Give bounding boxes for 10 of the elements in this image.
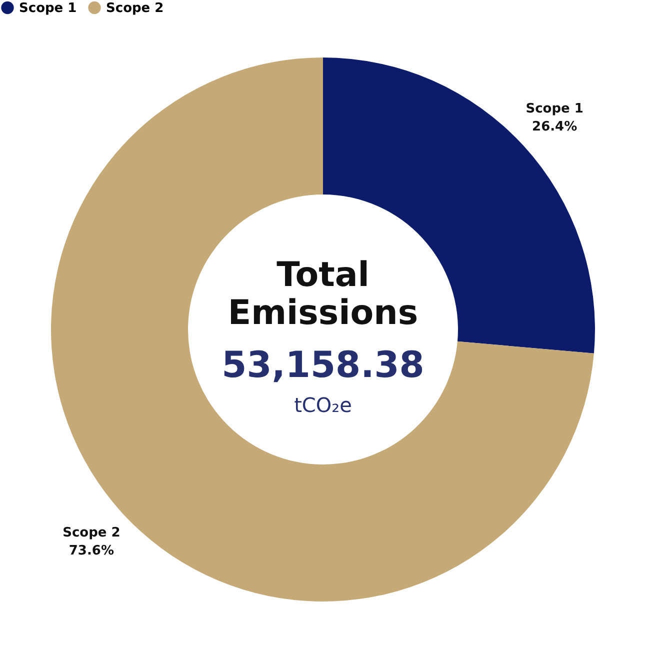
legend-label: Scope 2 [106, 0, 164, 16]
text: tCO₂e [294, 393, 352, 417]
slice-label: Scope 1 [526, 101, 584, 116]
text: Total Emissions [228, 255, 418, 333]
legend-label: Scope 1 [19, 0, 77, 16]
data-label: 26.4% [532, 119, 578, 134]
donut-slice [51, 58, 594, 602]
text: 53,158.38 [222, 345, 424, 386]
data-label: 73.6% [68, 544, 114, 559]
slice-label: Scope 2 [62, 526, 120, 541]
